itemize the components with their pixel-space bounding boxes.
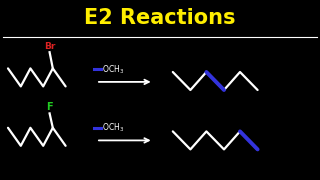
Text: F: F — [46, 102, 53, 112]
Text: Br: Br — [44, 42, 55, 51]
Text: OCH$_3$: OCH$_3$ — [102, 63, 124, 76]
Text: OCH$_3$: OCH$_3$ — [102, 122, 124, 134]
Text: E2 Reactions: E2 Reactions — [84, 8, 236, 28]
